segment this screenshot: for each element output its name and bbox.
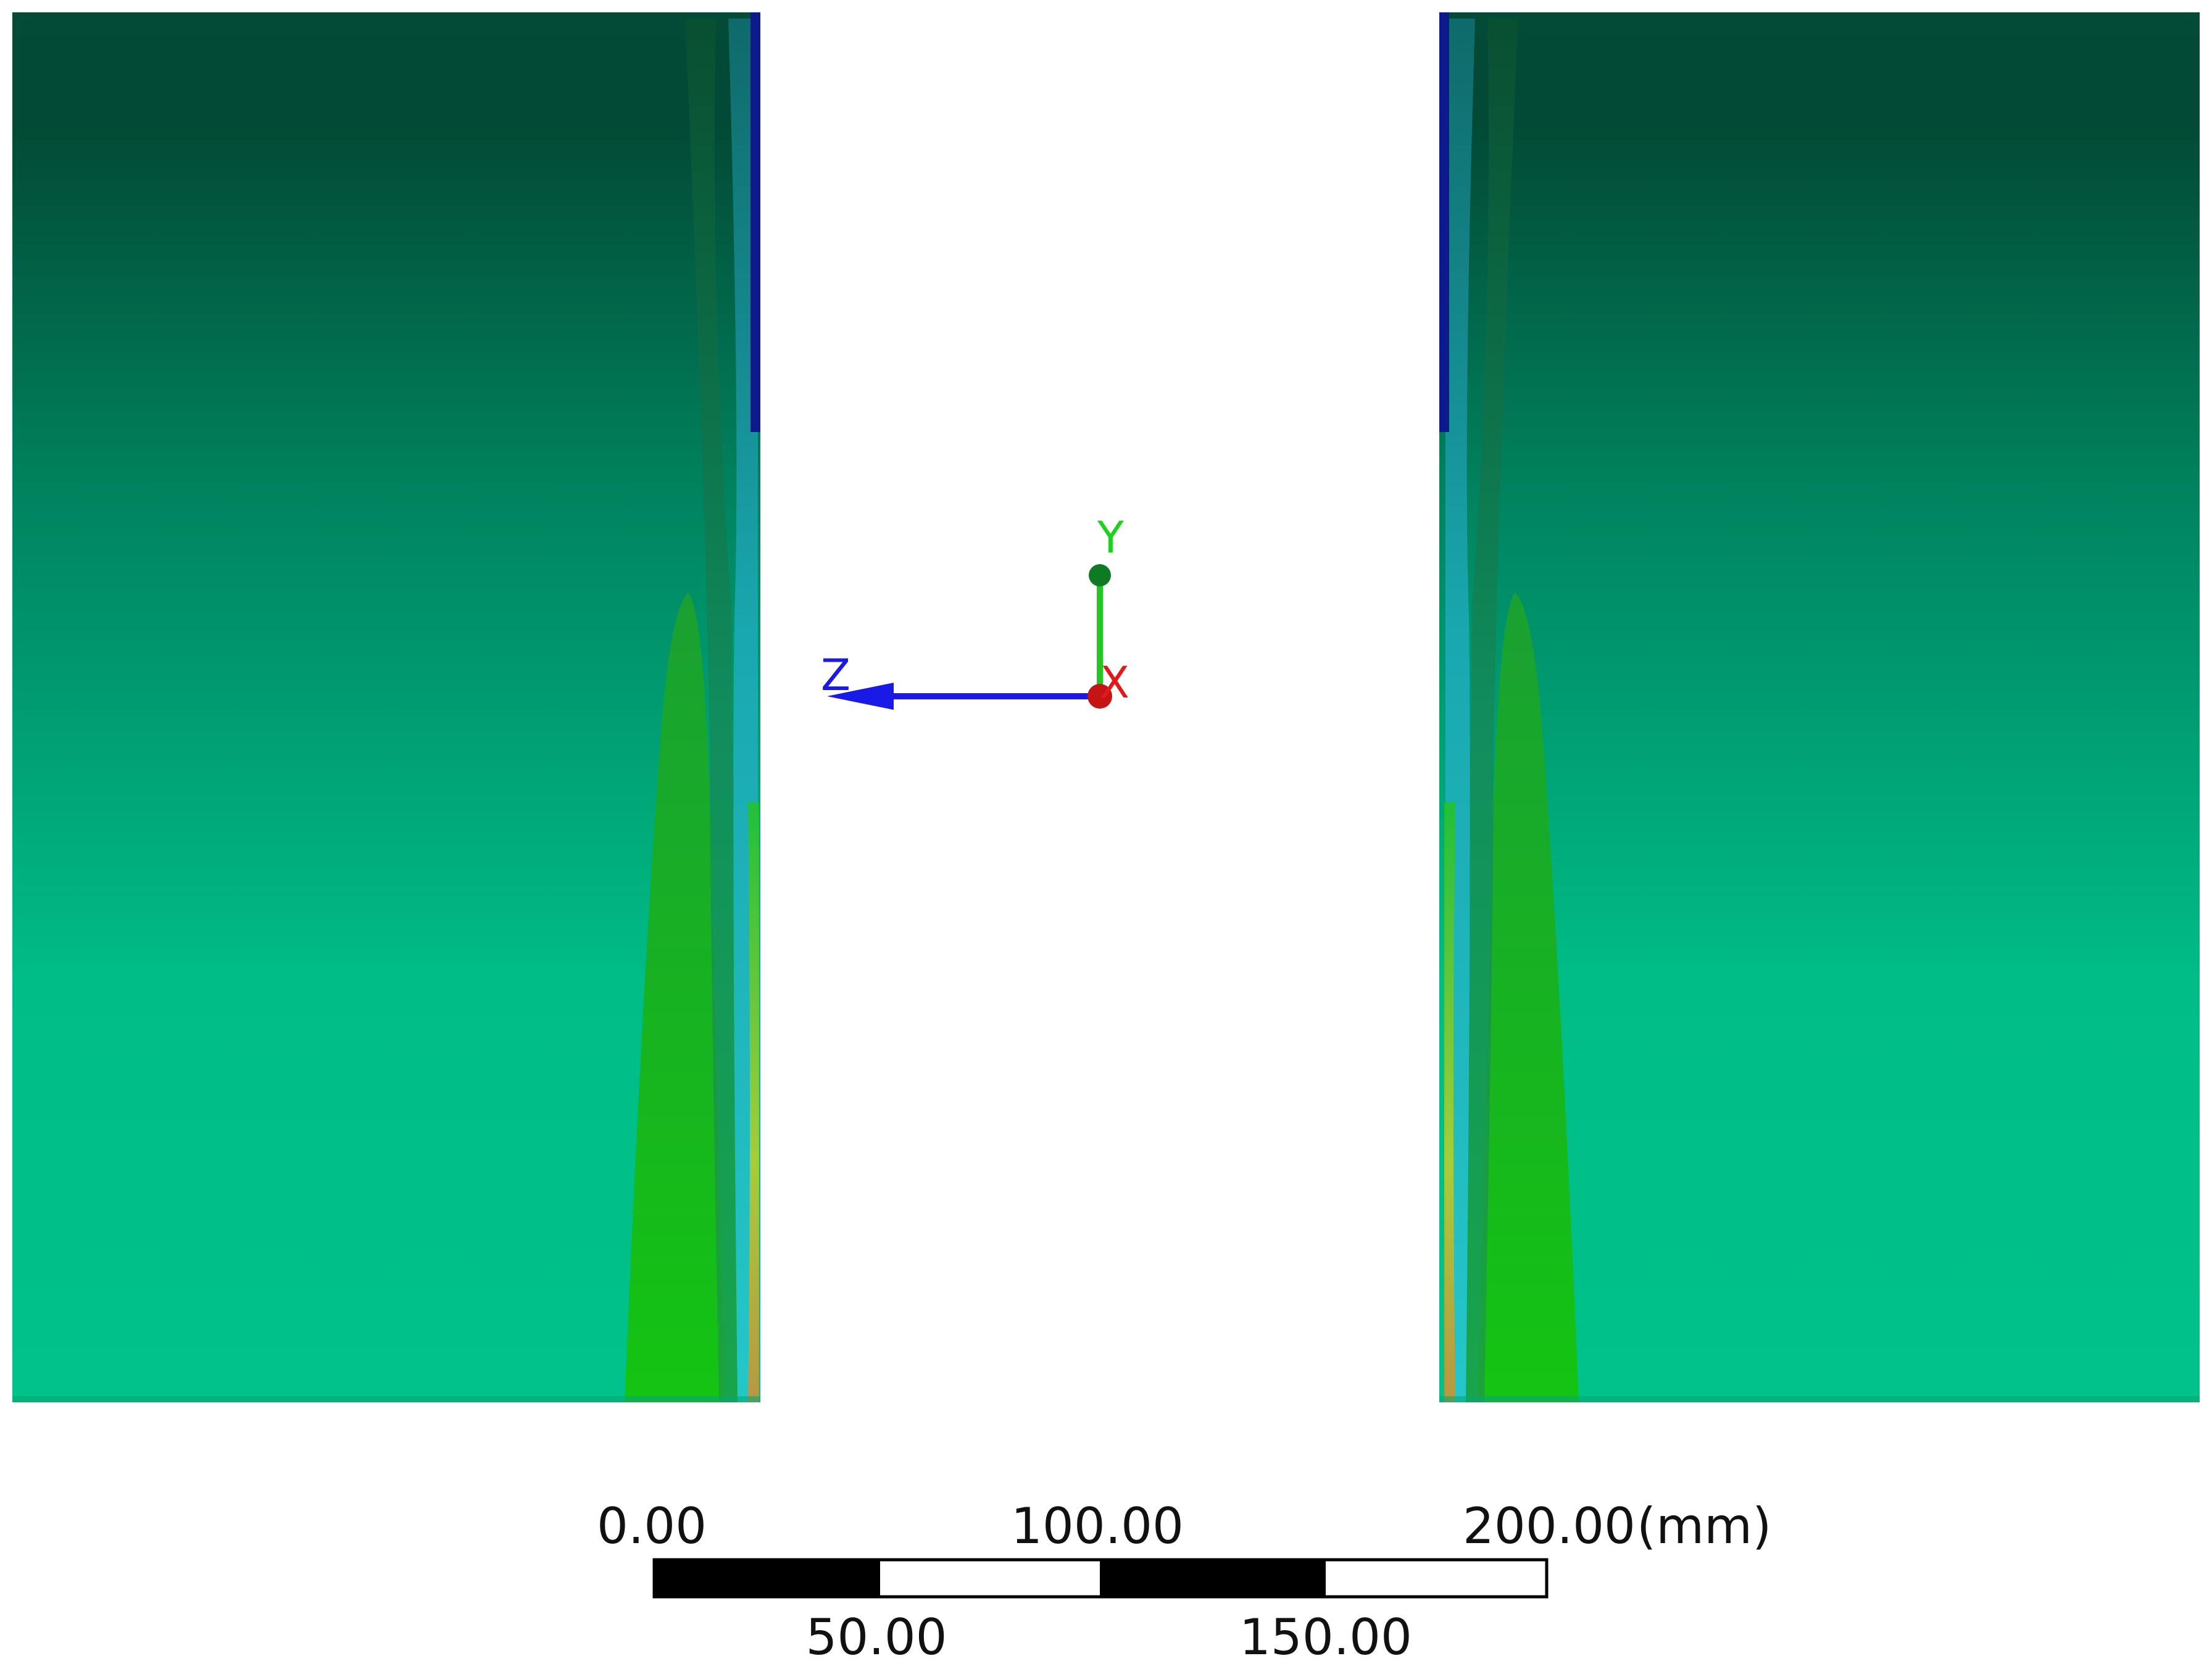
z-axis-arrowhead bbox=[827, 683, 894, 710]
scale-tick-100: 100.00 bbox=[1011, 1497, 1184, 1555]
scale-tick-0: 0.00 bbox=[597, 1497, 707, 1555]
x-axis-label: X bbox=[1100, 657, 1129, 708]
scale-segment-2 bbox=[880, 1560, 1100, 1597]
scale-segment-4 bbox=[1326, 1560, 1547, 1597]
scale-bar-frame bbox=[652, 1558, 1549, 1599]
scale-segment-3 bbox=[1100, 1560, 1326, 1597]
scale-segment-1 bbox=[654, 1560, 880, 1597]
scale-tick-50: 50.00 bbox=[805, 1609, 947, 1666]
right-body bbox=[1439, 12, 2200, 1402]
y-axis-tip bbox=[1089, 564, 1111, 586]
left-body bbox=[12, 12, 760, 1402]
scale-tick-200: 200.00 bbox=[1463, 1497, 1636, 1555]
scale-unit: (mm) bbox=[1637, 1497, 1771, 1555]
scale-tick-150: 150.00 bbox=[1239, 1609, 1412, 1666]
scale-bar: 0.00 100.00 200.00 (mm) 50.00 150.00 bbox=[597, 1497, 1771, 1666]
z-axis-label: Z bbox=[821, 650, 850, 701]
y-axis-label: Y bbox=[1097, 512, 1124, 563]
x-axis-origin bbox=[1087, 684, 1112, 709]
coordinate-triad: Y Z X bbox=[821, 512, 1129, 710]
